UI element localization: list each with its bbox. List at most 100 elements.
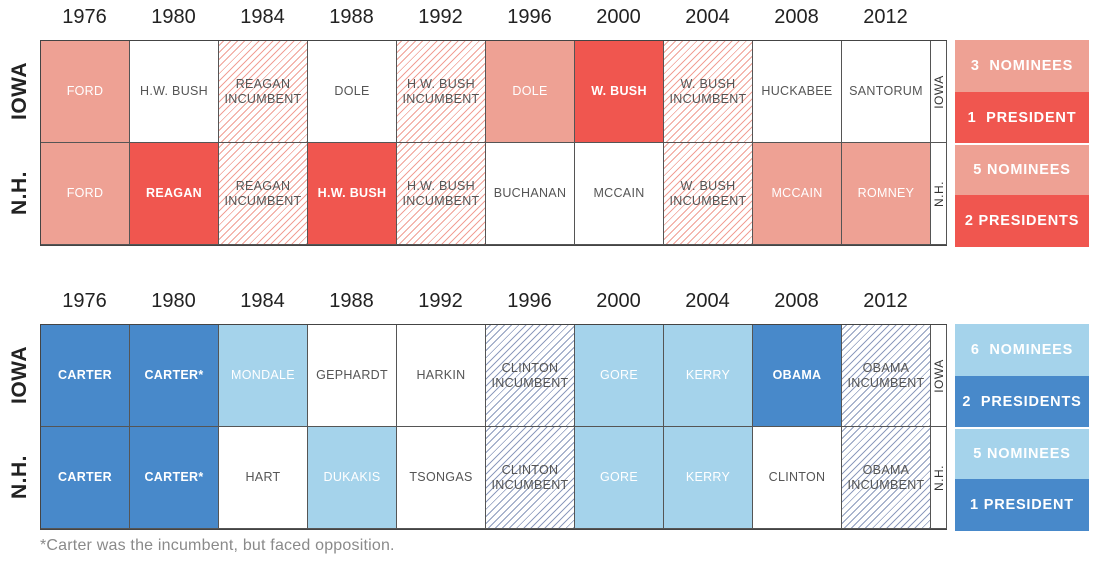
summary-box: 1 PRESIDENT	[955, 479, 1089, 531]
result-cell: FORD	[41, 143, 130, 245]
summary-text: 1 PRESIDENT	[967, 109, 1077, 126]
candidate-label: W. BUSH INCUMBENT	[669, 76, 747, 106]
candidate-label: DOLE	[334, 84, 370, 98]
result-cell: H.W. BUSH	[308, 143, 397, 245]
candidate-label: H.W. BUSH	[317, 186, 387, 200]
year-header: 1996	[507, 6, 552, 28]
candidate-label: H.W. BUSH INCUMBENT	[402, 178, 480, 208]
year-header: 1988	[329, 290, 374, 312]
grid-frame: FORD H.W. BUSH REAGAN INCUMBENT DOLE H.W. BU…	[40, 40, 947, 246]
result-cell: CARTER	[41, 427, 130, 529]
candidate-label: KERRY	[685, 368, 731, 382]
summary-text: 5 NOMINEES	[973, 446, 1071, 462]
summary-box: 1 PRESIDENT	[955, 92, 1089, 143]
year-header: 2012	[863, 6, 908, 28]
result-cell: HARKIN	[397, 325, 486, 427]
row-label: N.H.	[0, 142, 40, 244]
year-header: 1992	[418, 6, 463, 28]
year-header: 1984	[240, 290, 285, 312]
year-header: 1984	[240, 6, 285, 28]
candidate-label: GEPHARDT	[316, 368, 388, 382]
candidate-label: W. BUSH	[591, 84, 647, 98]
candidate-label: KERRY	[685, 470, 731, 484]
year-header: 1980	[151, 290, 196, 312]
year-header: 2004	[685, 6, 730, 28]
candidate-label: HART	[245, 470, 281, 484]
row-label-text: N.H.	[8, 171, 31, 215]
candidate-label: TSONGAS	[409, 470, 473, 484]
result-cell: HART	[219, 427, 308, 529]
result-cell: CLINTON	[753, 427, 842, 529]
candidate-label: GORE	[599, 368, 638, 382]
candidate-label: BUCHANAN	[493, 186, 567, 200]
side-tag-text: N.H.	[931, 180, 946, 207]
result-cell: CARTER*	[130, 325, 219, 427]
summary-box: 3 NOMINEES	[955, 40, 1089, 92]
candidate-label: OBAMA INCUMBENT	[847, 462, 925, 492]
candidate-label: CARTER*	[144, 470, 204, 484]
candidate-label: DOLE	[512, 84, 548, 98]
year-header: 2012	[863, 290, 908, 312]
year-header: 1992	[418, 290, 463, 312]
result-cell: W. BUSH	[575, 41, 664, 143]
summary-text: 5 NOMINEES	[973, 162, 1071, 178]
year-header: 1980	[151, 6, 196, 28]
row-label-text: IOWA	[8, 62, 31, 120]
candidate-label: DUKAKIS	[323, 470, 381, 484]
result-cell: OBAMA INCUMBENT	[842, 427, 931, 529]
year-header: 2008	[774, 290, 819, 312]
candidate-label: REAGAN INCUMBENT	[224, 76, 302, 106]
side-tag: N.H.	[931, 143, 947, 245]
row-label: N.H.	[0, 426, 40, 528]
result-cell: REAGAN INCUMBENT	[219, 143, 308, 245]
side-tag: IOWA	[931, 41, 947, 143]
candidate-label: CLINTON INCUMBENT	[491, 360, 569, 390]
result-cell: REAGAN	[130, 143, 219, 245]
result-cell: W. BUSH INCUMBENT	[664, 41, 753, 143]
candidate-label: H.W. BUSH	[140, 84, 208, 98]
summary-box: 2 PRESIDENTS	[955, 376, 1089, 427]
result-cell: SANTORUM	[842, 41, 931, 143]
candidate-label: CARTER	[58, 470, 112, 484]
result-cell: MCCAIN	[753, 143, 842, 245]
row-label: IOWA	[0, 40, 40, 142]
candidate-label: MCCAIN	[593, 186, 645, 200]
summary-box: 6 NOMINEES	[955, 324, 1089, 376]
result-cell: HUCKABEE	[753, 41, 842, 143]
side-tag-text: IOWA	[931, 358, 946, 393]
year-header: 1988	[329, 6, 374, 28]
result-cell: TSONGAS	[397, 427, 486, 529]
result-cell: REAGAN INCUMBENT	[219, 41, 308, 143]
candidate-label: REAGAN	[146, 186, 202, 200]
footnote: *Carter was the incumbent, but faced opp…	[40, 537, 395, 554]
summary-text: 2 PRESIDENTS	[964, 213, 1080, 229]
result-cell: MONDALE	[219, 325, 308, 427]
candidate-label: CARTER*	[144, 368, 204, 382]
row-label-text: N.H.	[8, 455, 31, 499]
result-cell: GEPHARDT	[308, 325, 397, 427]
result-cell: BUCHANAN	[486, 143, 575, 245]
result-cell: OBAMA	[753, 325, 842, 427]
side-tag: IOWA	[931, 325, 947, 427]
result-cell: H.W. BUSH	[130, 41, 219, 143]
year-header: 2004	[685, 290, 730, 312]
summary-text: 1 PRESIDENT	[970, 497, 1074, 513]
result-cell: MCCAIN	[575, 143, 664, 245]
candidate-label: HARKIN	[416, 368, 466, 382]
result-cell: DUKAKIS	[308, 427, 397, 529]
result-cell: FORD	[41, 41, 130, 143]
candidate-label: SANTORUM	[849, 84, 923, 98]
year-header: 1996	[507, 290, 552, 312]
result-cell: CLINTON INCUMBENT	[486, 325, 575, 427]
summary-text: 6 NOMINEES	[970, 342, 1074, 358]
summary-text: 3 NOMINEES	[970, 58, 1074, 74]
result-cell: DOLE	[308, 41, 397, 143]
year-header: 1976	[62, 6, 107, 28]
summary-column: 3 NOMINEES 1 PRESIDENT 5 NOMINEES 2 PRESIDE…	[955, 40, 1089, 247]
summary-column: 6 NOMINEES 2 PRESIDENTS 5 NOMINEES 1 PRESID…	[955, 324, 1089, 531]
year-header: 2008	[774, 6, 819, 28]
side-tag: N.H.	[931, 427, 947, 529]
year-header: 1976	[62, 290, 107, 312]
year-header: 2000	[596, 6, 641, 28]
result-cell: KERRY	[664, 427, 753, 529]
